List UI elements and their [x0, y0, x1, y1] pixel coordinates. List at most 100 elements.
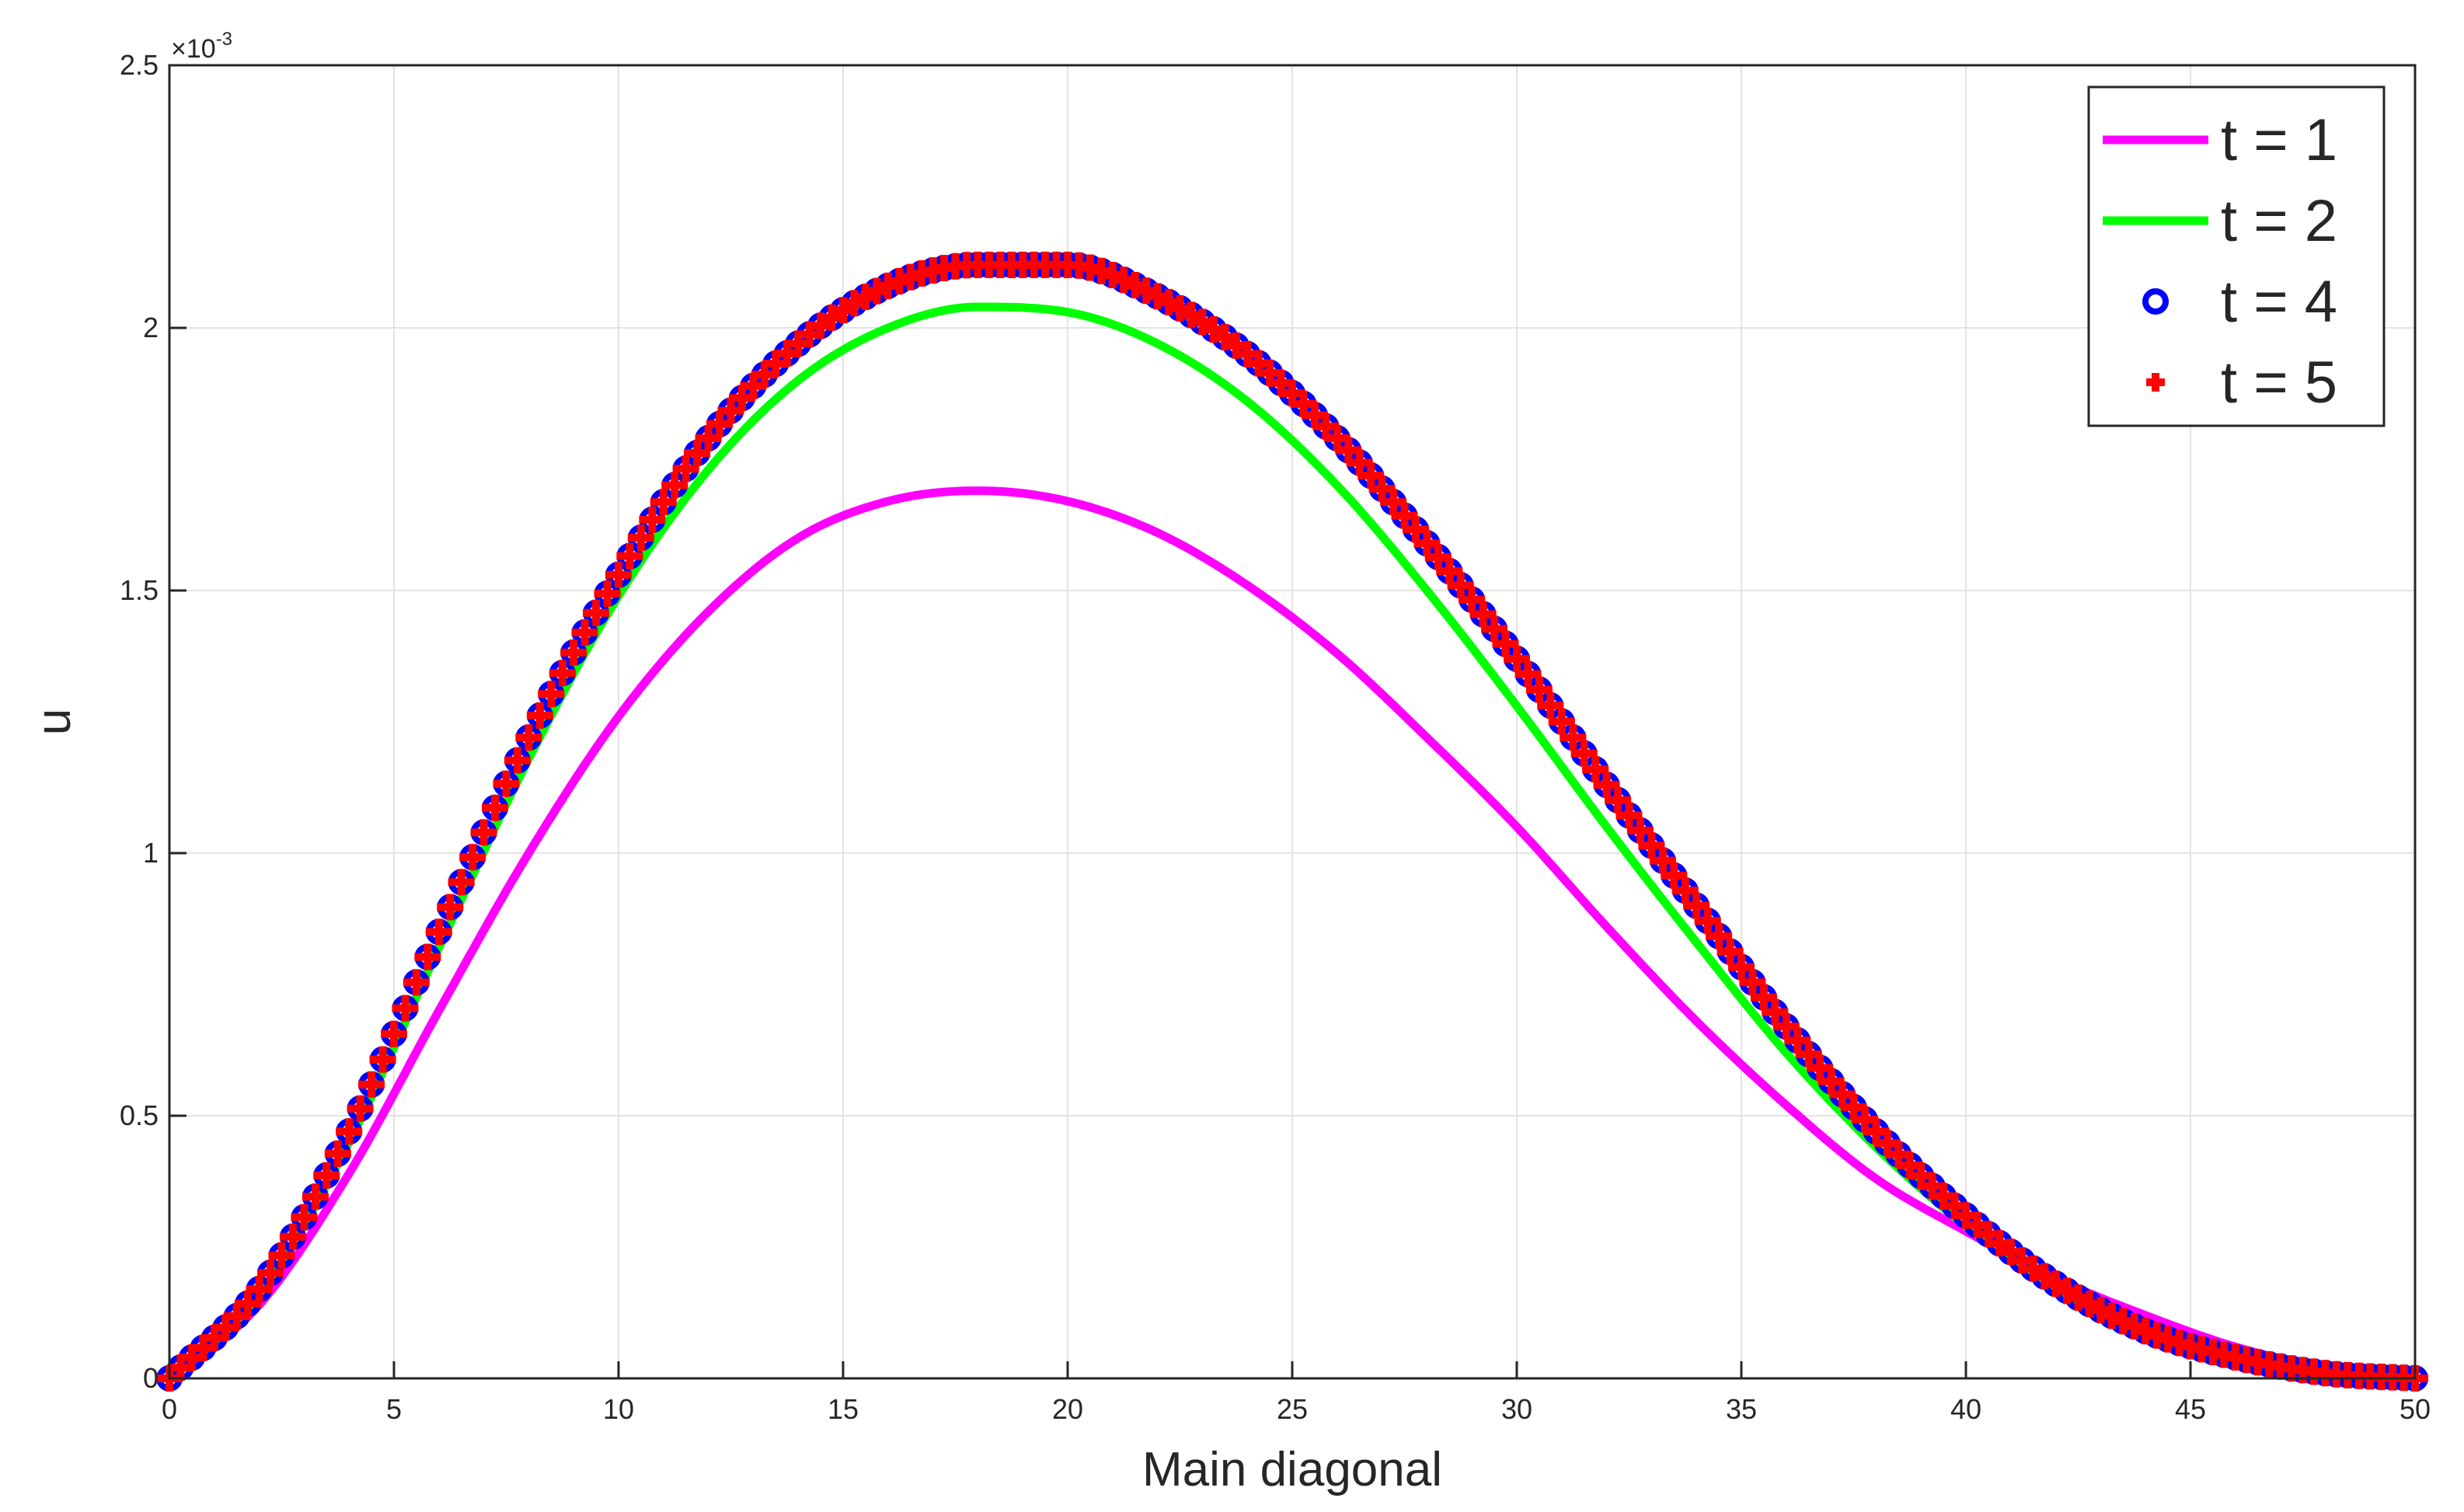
data-point — [1885, 1141, 1912, 1168]
data-point — [1267, 369, 1295, 396]
data-point — [1772, 1013, 1800, 1040]
data-point — [515, 724, 542, 751]
data-point — [627, 524, 654, 552]
series-layer — [156, 251, 2428, 1392]
x-tick-label: 20 — [1052, 1393, 1083, 1425]
data-point — [1605, 786, 1632, 813]
legend-swatch — [2146, 373, 2165, 392]
y-tick-label: 1.5 — [120, 574, 159, 606]
data-point — [1716, 938, 1744, 965]
data-point — [1739, 969, 1766, 996]
data-point — [1504, 645, 1530, 672]
data-point — [1380, 489, 1407, 516]
series-4 — [156, 251, 2428, 1392]
legend-entry: t = 5 — [2146, 350, 2337, 416]
data-point — [1706, 922, 1733, 949]
x-axis-label: Main diagonal — [1142, 1443, 1442, 1496]
legend-label: t = 4 — [2221, 269, 2337, 335]
data-point — [358, 1071, 385, 1098]
data-point — [1762, 998, 1789, 1026]
data-point — [212, 1314, 239, 1341]
data-point — [717, 397, 744, 424]
y-axis-label: u — [27, 709, 81, 735]
data-point — [729, 385, 755, 412]
x-tick-label: 50 — [2400, 1393, 2431, 1425]
data-point — [448, 869, 475, 896]
data-point — [313, 1162, 340, 1189]
data-point — [459, 844, 486, 871]
x-tick-label: 25 — [1277, 1393, 1308, 1425]
x-tick-label: 0 — [162, 1393, 177, 1425]
legend-entry: t = 2 — [2103, 188, 2337, 254]
data-point — [324, 1140, 351, 1167]
data-point — [246, 1276, 273, 1303]
data-point — [1537, 692, 1564, 719]
data-point — [1851, 1106, 1878, 1133]
data-point — [437, 894, 464, 921]
data-point — [291, 1204, 318, 1231]
data-point — [1694, 908, 1721, 935]
data-point — [1413, 530, 1441, 557]
data-point — [1638, 832, 1665, 859]
data-point — [538, 681, 565, 708]
data-point — [1750, 984, 1777, 1011]
data-point — [684, 440, 711, 467]
x-tick-label: 45 — [2175, 1393, 2206, 1425]
legend-entry: t = 4 — [2142, 269, 2337, 335]
data-point — [661, 472, 688, 499]
legend-label: t = 5 — [2221, 350, 2337, 416]
data-point — [1795, 1040, 1822, 1068]
data-point — [706, 410, 733, 437]
data-point — [279, 1223, 306, 1250]
data-point — [392, 995, 419, 1022]
data-point — [470, 819, 497, 846]
data-point — [268, 1242, 295, 1269]
data-point — [1683, 892, 1710, 919]
data-point — [1469, 601, 1497, 628]
data-point — [1661, 862, 1688, 889]
data-point — [1335, 437, 1362, 464]
y-tick-label: 2 — [143, 312, 159, 343]
data-point — [403, 969, 430, 996]
data-point — [1368, 476, 1396, 502]
data-point — [526, 702, 553, 729]
x-tick-label: 40 — [1950, 1393, 1981, 1425]
legend-swatch — [2142, 288, 2169, 315]
y-tick-label: 1 — [143, 837, 159, 869]
data-point — [1447, 572, 1474, 599]
x-tick-label: 5 — [386, 1393, 402, 1425]
data-point — [1728, 953, 1755, 981]
data-point — [1290, 390, 1317, 417]
data-point — [1357, 462, 1385, 489]
data-point — [549, 660, 576, 687]
data-point — [1896, 1151, 1923, 1179]
data-point — [1514, 660, 1542, 688]
data-point — [1649, 847, 1676, 874]
x-tick-label: 10 — [603, 1393, 634, 1425]
data-point — [1279, 380, 1305, 407]
legend-entry: t = 1 — [2103, 107, 2337, 173]
y-tick-label: 2.5 — [120, 49, 159, 81]
data-point — [1784, 1027, 1811, 1054]
data-point — [672, 455, 699, 483]
data-point — [751, 361, 778, 388]
data-point — [1436, 558, 1463, 585]
data-point — [650, 489, 677, 516]
x-tick-label: 35 — [1726, 1393, 1757, 1425]
data-point — [1829, 1081, 1856, 1108]
data-point — [1481, 615, 1508, 643]
data-point — [504, 747, 531, 774]
legend-label: t = 2 — [2221, 188, 2337, 254]
data-point — [301, 1183, 329, 1211]
data-point — [223, 1303, 250, 1329]
data-point — [1626, 817, 1654, 844]
data-point — [235, 1290, 262, 1317]
data-point — [616, 542, 643, 570]
data-point — [257, 1259, 284, 1287]
data-point — [740, 372, 767, 399]
y-axis-exponent: ×10-3 — [171, 29, 232, 64]
legend: t = 1 t = 2 t = 4 t = 5 — [2087, 85, 2386, 427]
data-point — [1863, 1118, 1890, 1145]
y-tick-label: 0.5 — [120, 1099, 159, 1131]
